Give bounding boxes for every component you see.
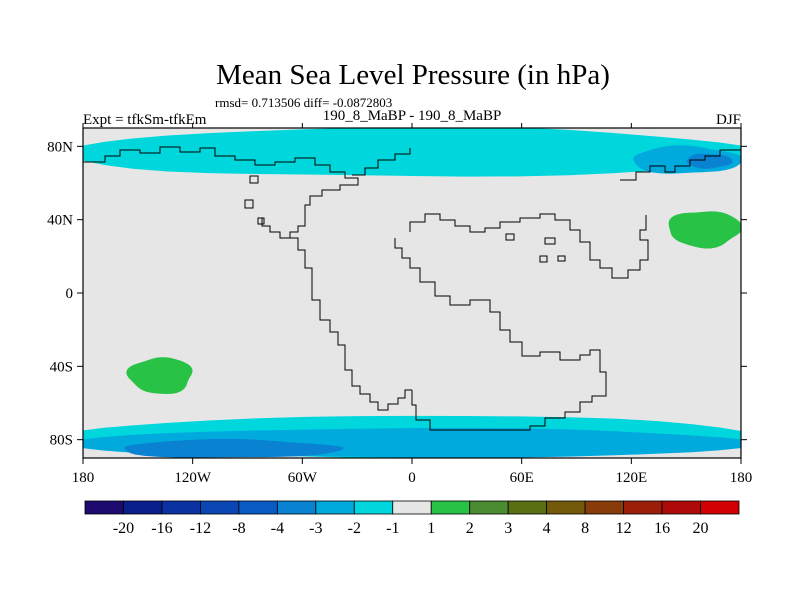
colorbar-label: 4 (543, 520, 551, 537)
colorbar-label: -2 (348, 520, 361, 537)
pressure-field-2 (686, 153, 733, 169)
island-2 (244, 199, 254, 209)
coastline-north-america (83, 146, 359, 239)
colorbar-label: 1 (427, 520, 435, 537)
continent-outlines (83, 146, 741, 431)
pressure-field-7 (124, 438, 344, 458)
coastline-asia-arctic (620, 149, 741, 181)
stats-label: rmsd= 0.713506 diff= -0.0872803 (215, 95, 392, 110)
colorbar-swatch (161, 500, 201, 515)
pressure-field-3 (668, 211, 741, 249)
island-5 (539, 255, 548, 263)
colorbar-swatch (700, 500, 740, 515)
colorbar-label: -4 (271, 520, 284, 537)
colorbar-swatch (546, 500, 586, 515)
colorbar-label: 16 (654, 520, 670, 537)
colorbar-label: 8 (581, 520, 589, 537)
colorbar-swatch (661, 500, 701, 515)
colorbar-label: 2 (466, 520, 474, 537)
x-tick-label: 120E (615, 470, 647, 486)
colorbar-swatch (469, 500, 509, 515)
pressure-field-4 (126, 357, 193, 394)
coastline-greenland (352, 148, 411, 176)
x-tick-label: 60E (510, 470, 534, 486)
x-tick-label: 120W (174, 470, 212, 486)
colorbar-label: -1 (386, 520, 399, 537)
y-tick-label: 80N (47, 139, 73, 155)
colorbar-swatch (276, 500, 317, 515)
y-tick-label: 40N (47, 213, 73, 229)
pressure-field-0 (83, 128, 741, 177)
y-tick-label: 80S (50, 433, 73, 449)
y-tick-label: 0 (66, 286, 74, 302)
x-axis: 180 120W 60W 0 60E 120E 180 (72, 123, 753, 486)
x-tick-label: 180 (72, 470, 95, 486)
island-4 (544, 237, 556, 245)
colorbar-swatch (353, 500, 394, 515)
coastline-africa-eurasia (394, 238, 607, 431)
center-label: 190_8_MaBP - 190_8_MaBP (323, 108, 502, 124)
colorbar-label: -8 (232, 520, 245, 537)
colorbar-swatch (430, 500, 471, 515)
island-6 (557, 255, 566, 262)
colorbar-label: -16 (151, 520, 172, 537)
island-3 (257, 217, 265, 225)
island-1 (249, 175, 259, 184)
colorbar-swatch (238, 500, 278, 515)
colorbar-swatch (84, 500, 124, 515)
x-tick-label: 0 (408, 470, 416, 486)
map-background (83, 128, 741, 458)
chart-title: Mean Sea Level Pressure (in hPa) (216, 59, 610, 91)
colorbar-label: -12 (190, 520, 211, 537)
pressure-anomaly-fields (83, 128, 741, 458)
colorbar-swatch (584, 500, 624, 515)
right-label: DJF (716, 112, 741, 128)
colorbar: -20 -16 -12 -8 -4 -3 -2 -1 1 2 3 4 8 12 16 20 (84, 500, 740, 537)
map-plot (82, 127, 742, 459)
colorbar-label: 20 (693, 520, 709, 537)
colorbar-label: 3 (504, 520, 512, 537)
y-tick-label: 40S (50, 359, 73, 375)
colorbar-label: -3 (309, 520, 322, 537)
colorbar-label: 12 (616, 520, 632, 537)
x-tick-label: 180 (730, 470, 753, 486)
colorbar-swatch (507, 500, 548, 515)
colorbar-swatch (123, 500, 163, 515)
colorbar-label: -20 (113, 520, 134, 537)
colorbar-swatch (392, 500, 432, 515)
y-axis: 80N 40N 0 40S 80S (47, 139, 747, 449)
coastline-south-america (290, 237, 412, 411)
colorbar-swatch (315, 500, 355, 515)
colorbar-swatch (623, 500, 663, 515)
x-tick-label: 60W (288, 470, 318, 486)
colorbar-swatch (200, 500, 240, 515)
island-7 (505, 233, 515, 241)
left-label: Expt = tfkSm-tfkEm (83, 112, 207, 128)
coastline-eurasia-north (409, 213, 649, 279)
